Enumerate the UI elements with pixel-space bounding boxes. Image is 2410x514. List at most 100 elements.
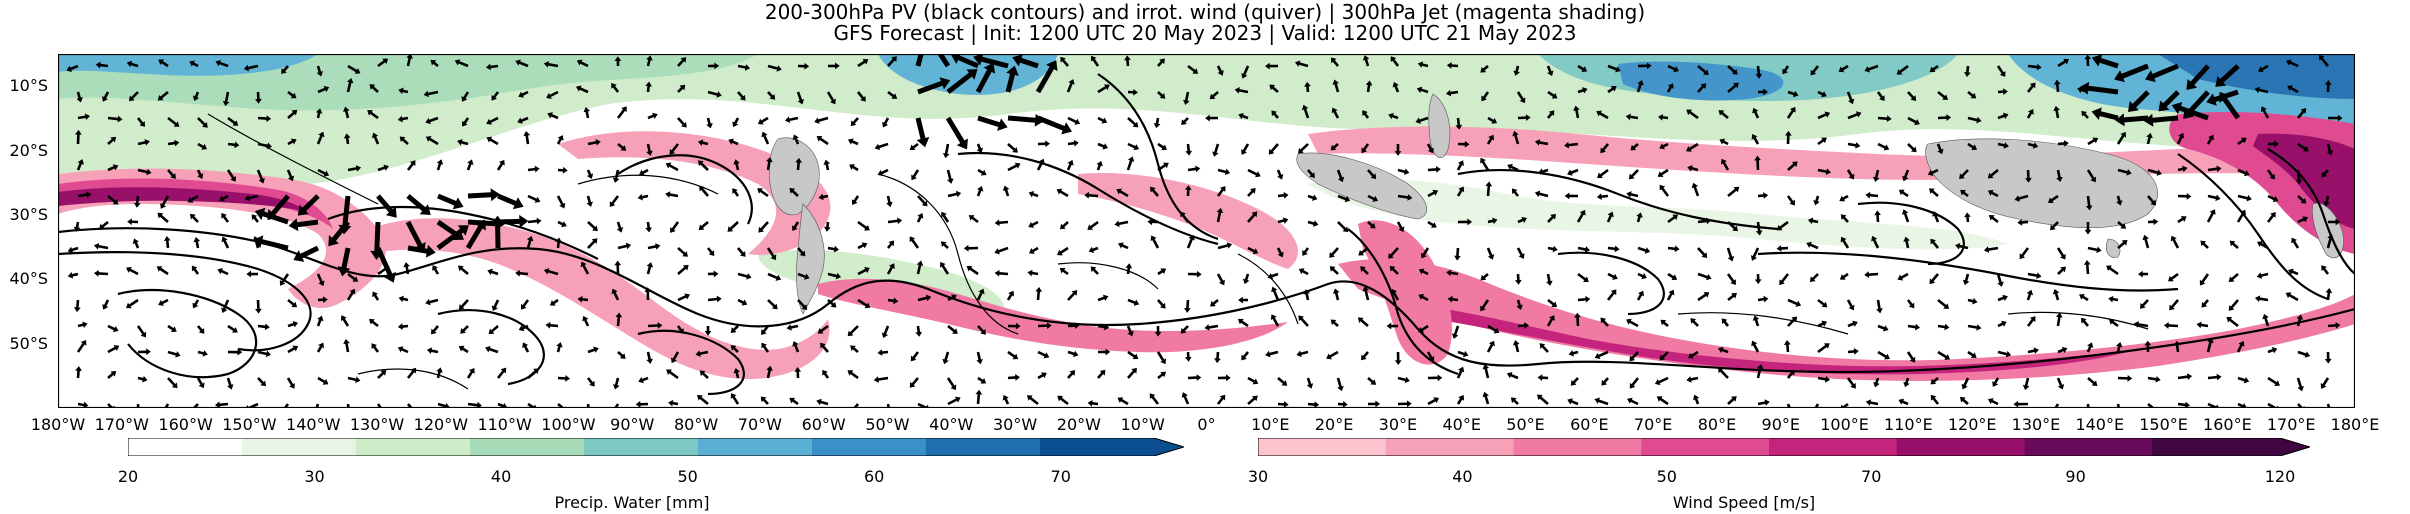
quiver-arrow: [647, 322, 663, 329]
quiver-arrow: [797, 299, 808, 311]
quiver-arrow: [2137, 270, 2149, 278]
quiver-arrow: [1962, 273, 1970, 286]
colorbar-extend-arrow: [1154, 438, 1184, 456]
quiver-arrow: [1539, 343, 1549, 353]
quiver-arrow: [221, 213, 230, 223]
quiver-arrow: [1967, 297, 1978, 305]
quiver-arrow: [1755, 65, 1763, 79]
quiver-arrow: [1754, 273, 1762, 285]
quiver-arrow: [761, 325, 770, 336]
colorbar-tick-label: 40: [490, 467, 512, 486]
colorbar-segment: [2152, 438, 2281, 456]
quiver-arrow: [1697, 65, 1709, 76]
quiver-arrow: [1782, 65, 1790, 75]
quiver-arrow: [1156, 351, 1166, 365]
quiver-arrow: [2114, 63, 2149, 83]
quiver-arrow: [1846, 377, 1856, 389]
quiver-arrow: [766, 157, 773, 171]
quiver-arrow: [1486, 340, 1495, 353]
quiver-arrow: [2266, 169, 2275, 180]
colorbar-tick-label: 50: [677, 467, 698, 486]
quiver-arrow: [1847, 348, 1859, 355]
quiver-arrow: [2027, 347, 2039, 355]
quiver-arrow: [1007, 322, 1021, 330]
quiver-arrow: [1840, 236, 1850, 249]
quiver-arrow: [887, 56, 897, 67]
quiver-arrow: [617, 351, 626, 359]
quiver-arrow: [737, 91, 746, 101]
quiver-arrow: [347, 64, 361, 74]
lon-tick-label: 170°E: [2266, 415, 2316, 434]
quiver-arrow: [1847, 141, 1861, 149]
quiver-arrow: [968, 215, 979, 224]
quiver-arrow: [2027, 272, 2042, 279]
quiver-arrow: [1394, 351, 1402, 366]
quiver-arrow: [877, 349, 889, 356]
quiver-arrow: [406, 160, 416, 171]
quiver-arrow: [1397, 376, 1410, 384]
quiver-arrow: [1294, 60, 1309, 68]
quiver-arrow: [1037, 322, 1052, 330]
quiver-arrow: [1872, 169, 1880, 183]
quiver-arrow: [1727, 396, 1737, 405]
quiver-arrow: [1847, 111, 1862, 120]
quiver-arrow: [2326, 403, 2333, 408]
quiver-arrow: [586, 169, 594, 179]
quiver-arrow: [1157, 91, 1166, 99]
quiver-arrow: [288, 218, 319, 232]
quiver-arrow: [1330, 57, 1339, 67]
quiver-arrow: [704, 325, 712, 336]
quiver-arrow: [2026, 289, 2034, 301]
quiver-arrow: [644, 287, 652, 301]
quiver-arrow: [1907, 143, 1917, 153]
quiver-arrow: [857, 220, 870, 231]
colorbar-tick-label: 20: [117, 467, 139, 486]
quiver-arrow: [2084, 54, 2092, 67]
quiver-arrow: [671, 351, 680, 364]
quiver-arrow: [1967, 116, 1982, 124]
quiver-arrow: [1658, 113, 1669, 121]
quiver-arrow: [197, 117, 208, 128]
quiver-arrow: [160, 195, 170, 209]
quiver-arrow: [1361, 143, 1370, 154]
quiver-arrow: [1216, 207, 1224, 223]
quiver-arrow: [789, 187, 799, 197]
quiver-arrow: [73, 299, 81, 313]
quiver-arrow: [287, 345, 299, 354]
quiver-arrow: [2087, 377, 2098, 386]
quiver-arrow: [915, 54, 931, 67]
quiver-arrow: [1480, 65, 1489, 73]
quiver-arrow: [2057, 58, 2070, 68]
quiver-arrow: [286, 169, 295, 182]
quiver-arrow: [1727, 221, 1738, 232]
quiver-arrow: [1007, 162, 1021, 172]
quiver-arrow: [1659, 351, 1669, 361]
quiver-arrow: [431, 325, 439, 335]
quiver-arrow: [1421, 247, 1430, 259]
quiver-arrow: [730, 393, 740, 405]
quiver-arrow: [1485, 181, 1493, 197]
colorbar-outline: [1258, 438, 2310, 456]
quiver-arrow: [1757, 192, 1769, 199]
quiver-arrow: [1028, 220, 1039, 228]
quiver-arrow: [1547, 245, 1558, 253]
quiver-arrow: [635, 400, 649, 408]
quiver-arrow: [2201, 299, 2209, 308]
quiver-arrow: [1577, 246, 1591, 253]
quiver-arrow: [1839, 402, 1849, 408]
quiver-arrow: [76, 159, 84, 171]
quiver-arrow: [1929, 188, 1939, 197]
quiver-arrow: [73, 221, 81, 232]
quiver-arrow: [1626, 191, 1639, 198]
quiver-arrow: [2237, 194, 2252, 202]
quiver-arrow: [1247, 211, 1258, 223]
quiver-arrow: [1755, 221, 1763, 236]
quiver-arrow: [1386, 322, 1399, 330]
quiver-arrow: [93, 270, 109, 277]
quiver-arrow: [1007, 113, 1045, 127]
quiver-arrow: [1067, 322, 1080, 330]
quiver-arrow: [2142, 234, 2150, 249]
quiver-arrow: [1637, 246, 1651, 254]
quiver-arrow: [137, 139, 150, 146]
map-panel: [58, 54, 2355, 408]
